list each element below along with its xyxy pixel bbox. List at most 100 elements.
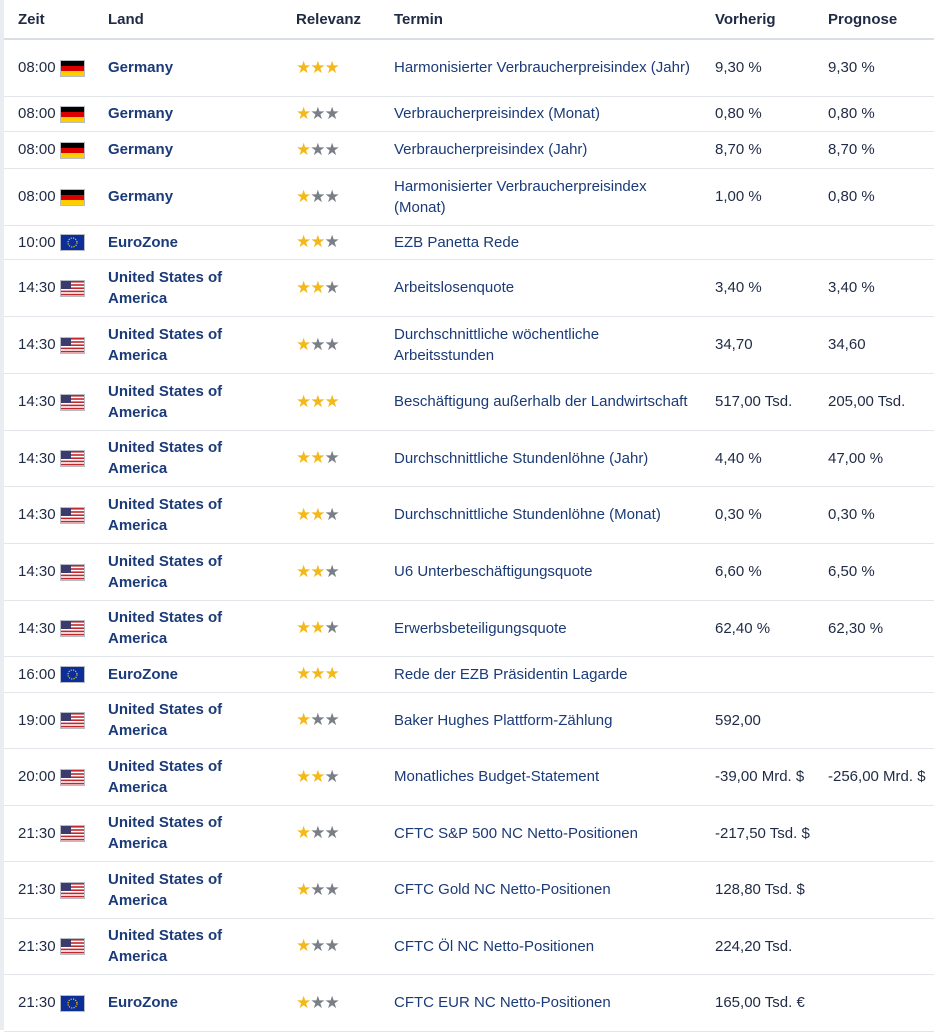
table-row[interactable]: 19:00 United States of America ★★★ Baker Hu… <box>4 692 934 749</box>
header-event[interactable]: Termin <box>380 0 701 40</box>
forecast-value <box>814 805 934 862</box>
country-link[interactable]: United States of America <box>108 757 223 796</box>
country-link[interactable]: EuroZone <box>108 665 178 683</box>
star-icon: ★ <box>324 391 340 411</box>
table-row[interactable]: 16:00 EuroZone ★★★ Rede der EZB Präsidentin… <box>4 656 934 693</box>
table-row[interactable]: 14:30 United States of America ★★★ Durchsch… <box>4 316 934 374</box>
table-row[interactable]: 08:00 Germany ★★★ Harmonisierter Verbrauche… <box>4 39 934 97</box>
country-link[interactable]: Germany <box>108 188 174 205</box>
country-cell: United States of America <box>94 805 282 862</box>
relevance-rating: ★★★ <box>296 187 340 206</box>
event-time: 16:00 <box>4 656 56 693</box>
country-link[interactable]: United States of America <box>108 552 223 591</box>
table-row[interactable]: 14:30 United States of America ★★★ Beschäft… <box>4 373 934 431</box>
germany-flag-icon <box>60 188 85 206</box>
event-time: 21:30 <box>4 805 56 862</box>
event-link[interactable]: Harmonisierter Verbraucherpreisindex (Ja… <box>394 59 690 77</box>
country-link[interactable]: Germany <box>108 105 174 122</box>
relevance-rating: ★★★ <box>296 618 340 637</box>
event-link[interactable]: Rede der EZB Präsidentin Lagarde <box>394 665 628 683</box>
header-previous[interactable]: Vorherig <box>701 0 814 40</box>
table-row[interactable]: 20:00 United States of America ★★★ Monatlic… <box>4 748 934 806</box>
country-link[interactable]: United States of America <box>108 701 223 739</box>
header-forecast[interactable]: Prognose <box>814 0 934 40</box>
table-row[interactable]: 10:00 EuroZone ★★★ EZB Panetta Rede <box>4 225 934 260</box>
table-row[interactable]: 08:00 Germany ★★★ Verbraucherpreisindex (Ja… <box>4 131 934 169</box>
event-link[interactable]: CFTC S&P 500 NC Netto-Positionen <box>394 824 638 842</box>
event-link[interactable]: Durchschnittliche Stundenlöhne (Jahr) <box>394 449 649 467</box>
event-link[interactable]: Harmonisierter Verbraucherpreisindex (Mo… <box>394 177 647 216</box>
star-icon: ★ <box>310 879 325 899</box>
table-row[interactable]: 08:00 Germany ★★★ Harmonisierter Verbrauche… <box>4 168 934 226</box>
event-link[interactable]: Erwerbsbeteiligungsquote <box>394 619 567 637</box>
table-row[interactable]: 14:30 United States of America ★★★ Erwerbsb… <box>4 600 934 657</box>
star-icon: ★ <box>296 391 311 411</box>
country-link[interactable]: United States of America <box>108 609 223 647</box>
event-link[interactable]: CFTC EUR NC Netto-Positionen <box>394 994 611 1011</box>
forecast-value: 9,30 % <box>814 39 934 97</box>
country-link[interactable]: United States of America <box>108 325 223 364</box>
country-link[interactable]: United States of America <box>108 495 223 534</box>
event-link[interactable]: CFTC Öl NC Netto-Positionen <box>394 937 595 955</box>
header-country[interactable]: Land <box>94 0 282 40</box>
event-cell: Harmonisierter Verbraucherpreisindex (Mo… <box>380 168 701 226</box>
country-link[interactable]: United States of America <box>108 439 223 477</box>
event-link[interactable]: Arbeitslosenquote <box>394 279 515 296</box>
event-link[interactable]: CFTC Gold NC Netto-Positionen <box>394 881 611 898</box>
header-time[interactable]: Zeit <box>4 0 56 40</box>
flag-cell <box>56 805 94 862</box>
event-link[interactable]: EZB Panetta Rede <box>394 233 520 251</box>
event-time: 14:30 <box>4 600 56 657</box>
event-cell: Durchschnittliche Stundenlöhne (Monat) <box>380 486 701 544</box>
table-row[interactable]: 21:30 United States of America ★★★ CFTC S&P… <box>4 805 934 862</box>
country-link[interactable]: EuroZone <box>108 233 178 251</box>
previous-value: 3,40 % <box>701 259 814 317</box>
country-link[interactable]: United States of America <box>108 814 223 852</box>
table-row[interactable]: 21:30 EuroZone ★★★ CFTC EUR NC Netto-Positi… <box>4 974 934 1032</box>
star-icon: ★ <box>324 618 340 637</box>
country-cell: Germany <box>94 131 282 169</box>
table-row[interactable]: 21:30 United States of America ★★★ CFTC Gol… <box>4 861 934 919</box>
event-link[interactable]: Verbraucherpreisindex (Jahr) <box>394 141 588 158</box>
event-cell: Durchschnittliche wöchentliche Arbeitsst… <box>380 316 701 374</box>
relevance-rating: ★★★ <box>296 448 340 467</box>
country-link[interactable]: United States of America <box>108 268 223 307</box>
header-relevance[interactable]: Relevanz <box>282 0 380 40</box>
star-icon: ★ <box>324 334 340 354</box>
table-row[interactable]: 08:00 Germany ★★★ Verbraucherpreisindex (Mo… <box>4 96 934 132</box>
star-icon: ★ <box>324 504 340 524</box>
event-link[interactable]: Durchschnittliche Stundenlöhne (Monat) <box>394 506 661 523</box>
star-icon: ★ <box>296 103 311 123</box>
table-row[interactable]: 21:30 United States of America ★★★ CFTC Öl … <box>4 918 934 975</box>
event-link[interactable]: Monatliches Budget-Statement <box>394 768 600 785</box>
star-icon: ★ <box>324 448 340 467</box>
event-time: 20:00 <box>4 748 56 806</box>
country-link[interactable]: United States of America <box>108 927 223 965</box>
relevance-rating: ★★★ <box>296 103 340 123</box>
country-cell: EuroZone <box>94 974 282 1032</box>
country-cell: United States of America <box>94 486 282 544</box>
event-link[interactable]: Beschäftigung außerhalb der Landwirtscha… <box>394 393 688 410</box>
germany-flag-icon <box>60 59 85 77</box>
relevance-rating: ★★★ <box>296 823 340 842</box>
forecast-value: 8,70 % <box>814 131 934 169</box>
event-link[interactable]: U6 Unterbeschäftigungsquote <box>394 563 593 580</box>
event-link[interactable]: Verbraucherpreisindex (Monat) <box>394 105 600 122</box>
event-link[interactable]: Baker Hughes Plattform-Zählung <box>394 711 613 729</box>
star-icon: ★ <box>324 664 340 683</box>
event-link[interactable]: Durchschnittliche wöchentliche Arbeitsst… <box>394 325 600 364</box>
country-link[interactable]: United States of America <box>108 382 223 421</box>
country-link[interactable]: United States of America <box>108 870 223 909</box>
table-row[interactable]: 14:30 United States of America ★★★ Durchsch… <box>4 430 934 487</box>
previous-value: 517,00 Tsd. <box>701 373 814 431</box>
country-link[interactable]: Germany <box>108 59 174 77</box>
country-link[interactable]: EuroZone <box>108 994 178 1011</box>
star-icon: ★ <box>296 561 311 581</box>
relevance-cell: ★★★ <box>282 543 380 601</box>
table-row[interactable]: 14:30 United States of America ★★★ Durchsch… <box>4 486 934 544</box>
table-row[interactable]: 14:30 United States of America ★★★ U6 Unter… <box>4 543 934 601</box>
country-link[interactable]: Germany <box>108 141 174 158</box>
country-cell: United States of America <box>94 748 282 806</box>
flag-cell <box>56 225 94 260</box>
table-row[interactable]: 14:30 United States of America ★★★ Arbeitsl… <box>4 259 934 317</box>
